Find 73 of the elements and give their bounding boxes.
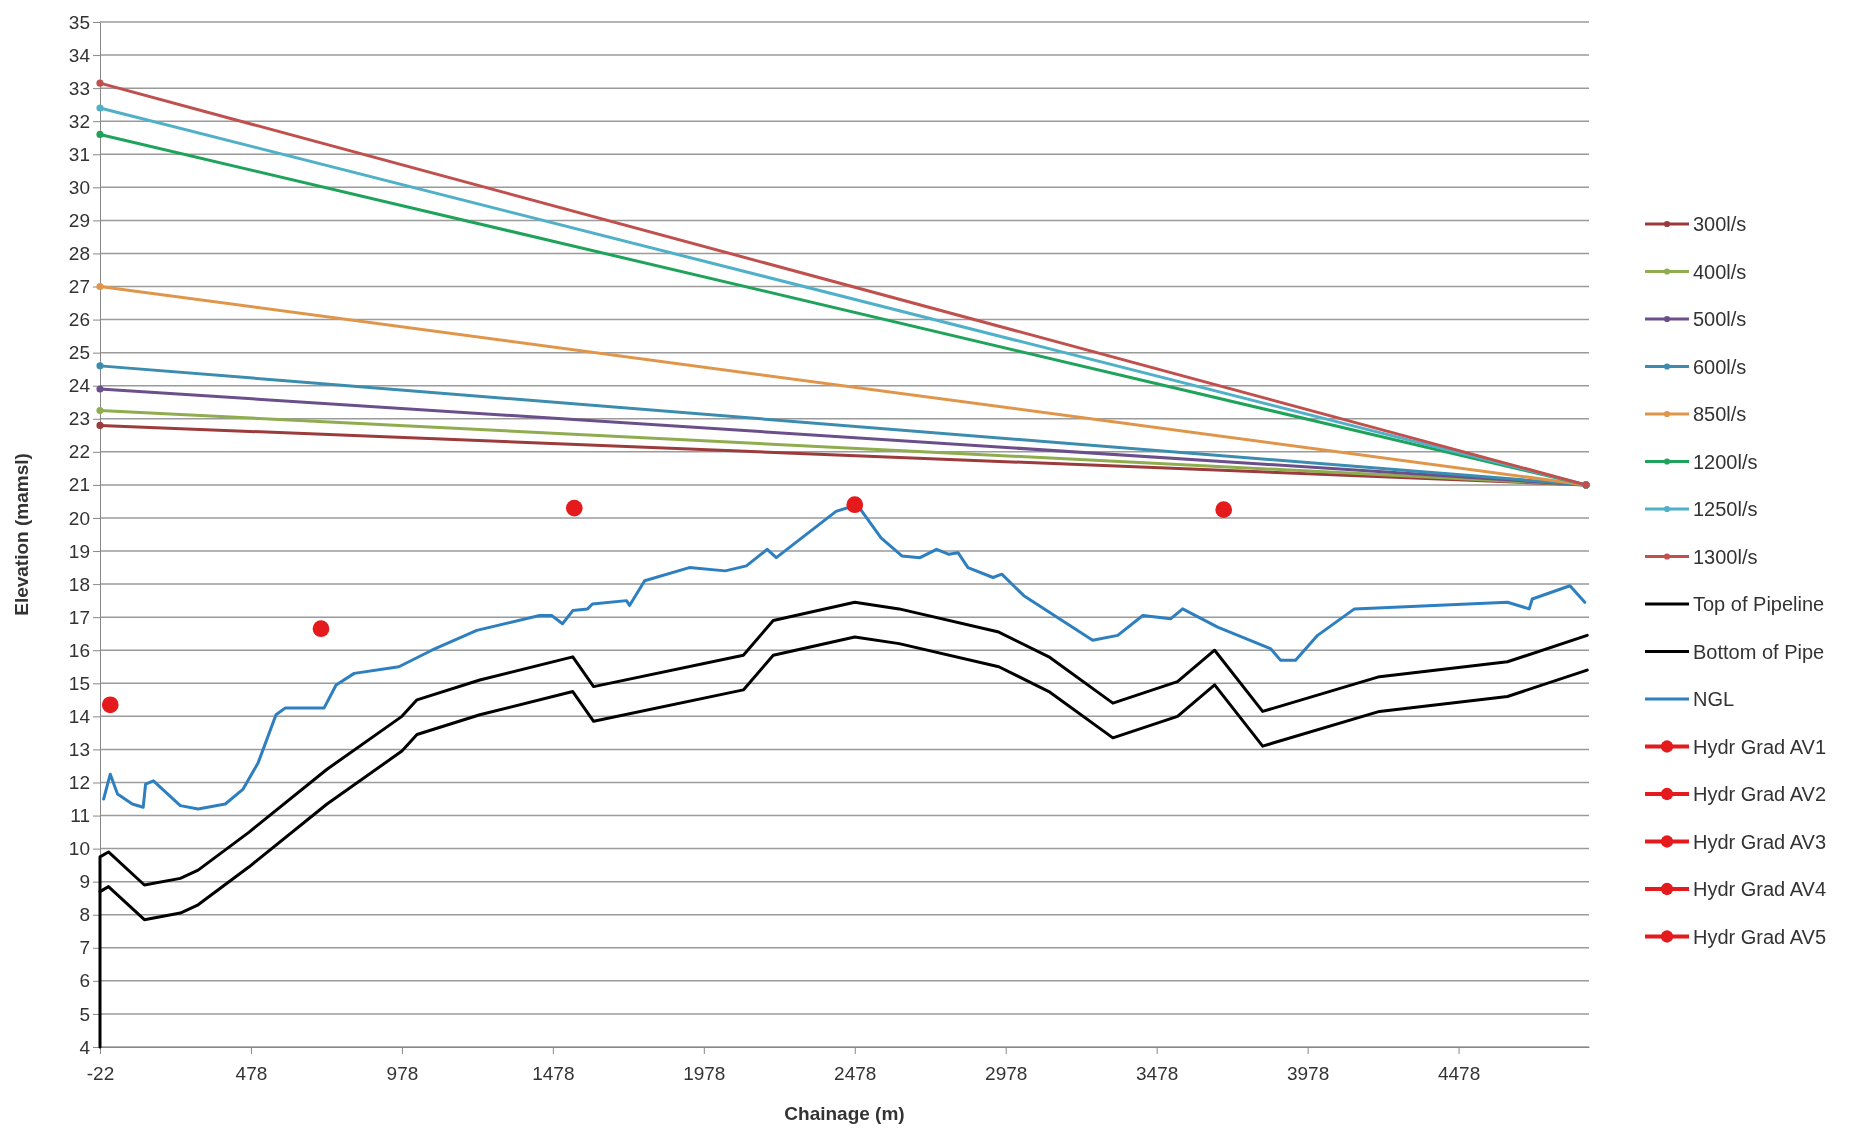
legend-label: Hydr Grad AV3 [1693,830,1827,853]
y-tick-label: 10 [68,838,90,860]
point [96,130,104,138]
y-tick-label: 5 [79,1003,90,1025]
y-tick-label: 24 [68,375,91,397]
x-tick-label: 4478 [1437,1062,1481,1084]
y-tick-label: 22 [68,441,90,463]
legend-label: Hydr Grad AV1 [1693,735,1827,758]
point [101,696,119,714]
y-tick-label: 14 [68,705,91,727]
y-tick-label: 4 [79,1036,91,1058]
point [1215,501,1233,519]
y-tick-label: 11 [70,805,90,827]
x-tick-label: 1978 [683,1062,726,1084]
x-tick-label: 478 [235,1062,268,1084]
x-tick-label: 2978 [985,1062,1028,1084]
legend-label: 1200l/s [1693,450,1758,473]
y-tick-label: 19 [68,540,90,562]
y-tick-label: 32 [68,110,90,132]
legend-label: 850l/s [1693,403,1747,425]
legend-label: 600l/s [1693,355,1747,378]
y-tick-label: 7 [79,937,90,959]
y-tick-label: 15 [68,672,90,694]
y-tick-label: 16 [68,639,90,661]
legend-label: NGL [1693,688,1735,710]
y-tick-label: 13 [68,739,90,760]
x-axis-title: Chainage (m) [784,1103,905,1124]
point [96,385,104,393]
y-tick-label: 17 [68,606,90,628]
point [96,79,104,87]
y-tick-label: 18 [68,573,90,595]
y-axis-title: Elevation (mamsl) [11,453,32,616]
y-tick-label: 27 [68,276,90,298]
point [565,499,583,517]
x-tick-label: 2478 [834,1062,877,1084]
point [96,362,104,370]
y-tick-label: 34 [68,44,91,66]
point [846,496,864,514]
x-tick-label: 978 [386,1062,419,1084]
point [96,406,104,415]
point [96,104,104,112]
x-tick-label: 1478 [532,1062,575,1084]
y-tick-label: 21 [68,474,90,496]
legend-label: 1250l/s [1693,498,1758,520]
x-tick-label: -22 [86,1062,115,1084]
legend-label: Hydr Grad AV2 [1693,783,1827,805]
y-tick-label: 29 [68,209,90,231]
y-tick-label: 8 [79,904,90,926]
legend-label: Top of Pipeline [1693,593,1825,615]
y-tick-label: 33 [68,77,90,99]
point [312,620,330,638]
x-tick-label: 3478 [1136,1062,1179,1084]
y-tick-label: 20 [68,507,90,529]
y-tick-label: 31 [68,143,90,165]
legend-label: 300l/s [1693,213,1747,235]
legend-label: 400l/s [1693,260,1747,283]
point [96,421,104,429]
y-tick-label: 9 [79,871,90,893]
legend-label: Hydr Grad AV4 [1693,878,1827,900]
y-tick-label: 12 [68,772,90,794]
y-tick-label: 23 [68,408,90,430]
y-tick-label: 35 [68,11,90,33]
point [96,282,104,291]
legend-label: Bottom of Pipe [1693,640,1825,663]
x-tick-label: 3978 [1286,1062,1330,1084]
legend-label: 1300l/s [1693,545,1758,568]
legend-label: 500l/s [1693,308,1747,330]
y-tick-label: 6 [79,970,90,992]
legend-label: Hydr Grad AV5 [1693,925,1827,948]
y-tick-label: 26 [68,309,90,331]
y-tick-label: 25 [68,342,90,364]
y-tick-label: 28 [68,243,90,265]
y-tick-label: 30 [68,176,90,198]
